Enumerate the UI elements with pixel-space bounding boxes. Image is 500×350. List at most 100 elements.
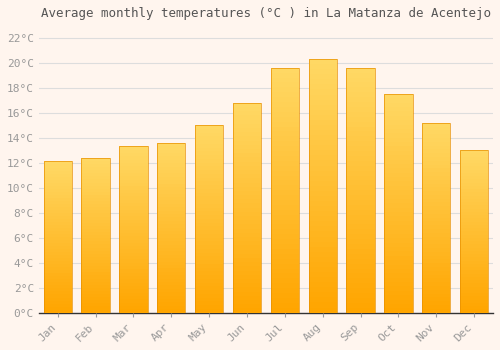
Bar [119,289,148,293]
Bar [157,272,186,275]
Bar [44,243,72,246]
Bar [384,308,412,313]
Bar [44,161,72,164]
Bar [44,246,72,249]
Bar [195,290,224,294]
Bar [422,301,450,305]
Bar [460,215,488,218]
Bar [270,156,299,161]
Bar [346,72,375,78]
Bar [119,239,148,243]
Bar [233,145,261,149]
Bar [82,266,110,269]
Bar [346,219,375,224]
Bar [460,257,488,261]
Bar [82,170,110,173]
Bar [460,244,488,248]
Bar [233,140,261,145]
Bar [195,241,224,245]
Bar [157,292,186,296]
Bar [195,125,224,313]
Bar [460,196,488,199]
Bar [460,153,488,157]
Bar [195,136,224,140]
Bar [195,253,224,257]
Bar [233,241,261,245]
Bar [44,222,72,225]
Bar [119,203,148,206]
Bar [384,151,412,155]
Bar [422,183,450,187]
Bar [346,200,375,205]
Bar [422,191,450,195]
Bar [157,238,186,241]
Bar [157,146,186,149]
Bar [384,304,412,308]
Bar [270,141,299,146]
Bar [384,216,412,221]
Bar [44,252,72,255]
Bar [233,128,261,132]
Bar [422,271,450,275]
Bar [384,164,412,168]
Bar [270,175,299,180]
Bar [384,225,412,230]
Bar [44,258,72,261]
Bar [82,254,110,257]
Bar [346,210,375,215]
Bar [44,189,72,192]
Bar [460,225,488,228]
Bar [384,177,412,181]
Bar [308,196,337,201]
Bar [270,205,299,210]
Bar [195,298,224,301]
Bar [119,273,148,276]
Bar [157,211,186,214]
Bar [422,164,450,168]
Bar [82,241,110,244]
Bar [44,270,72,273]
Bar [384,138,412,142]
Bar [82,164,110,167]
Bar [308,99,337,105]
Bar [119,266,148,270]
Bar [270,254,299,259]
Bar [346,273,375,278]
Bar [44,267,72,270]
Bar [308,201,337,206]
Bar [82,269,110,272]
Bar [233,271,261,275]
Bar [308,69,337,74]
Bar [270,102,299,107]
Bar [460,150,488,153]
Bar [270,68,299,313]
Bar [460,183,488,186]
Bar [82,179,110,182]
Bar [119,299,148,303]
Bar [308,252,337,257]
Bar [270,283,299,288]
Bar [82,303,110,307]
Bar [44,298,72,301]
Bar [82,214,110,217]
Bar [460,186,488,189]
Bar [82,244,110,247]
Bar [346,264,375,268]
Bar [308,105,337,110]
Bar [384,286,412,291]
Bar [422,294,450,298]
Bar [119,199,148,203]
Bar [82,192,110,195]
Bar [346,308,375,313]
Bar [119,276,148,279]
Bar [157,285,186,289]
Bar [270,249,299,254]
Bar [270,200,299,205]
Bar [346,151,375,156]
Bar [44,164,72,168]
Bar [346,170,375,175]
Bar [346,303,375,308]
Bar [195,275,224,279]
Bar [119,249,148,253]
Bar [119,186,148,190]
